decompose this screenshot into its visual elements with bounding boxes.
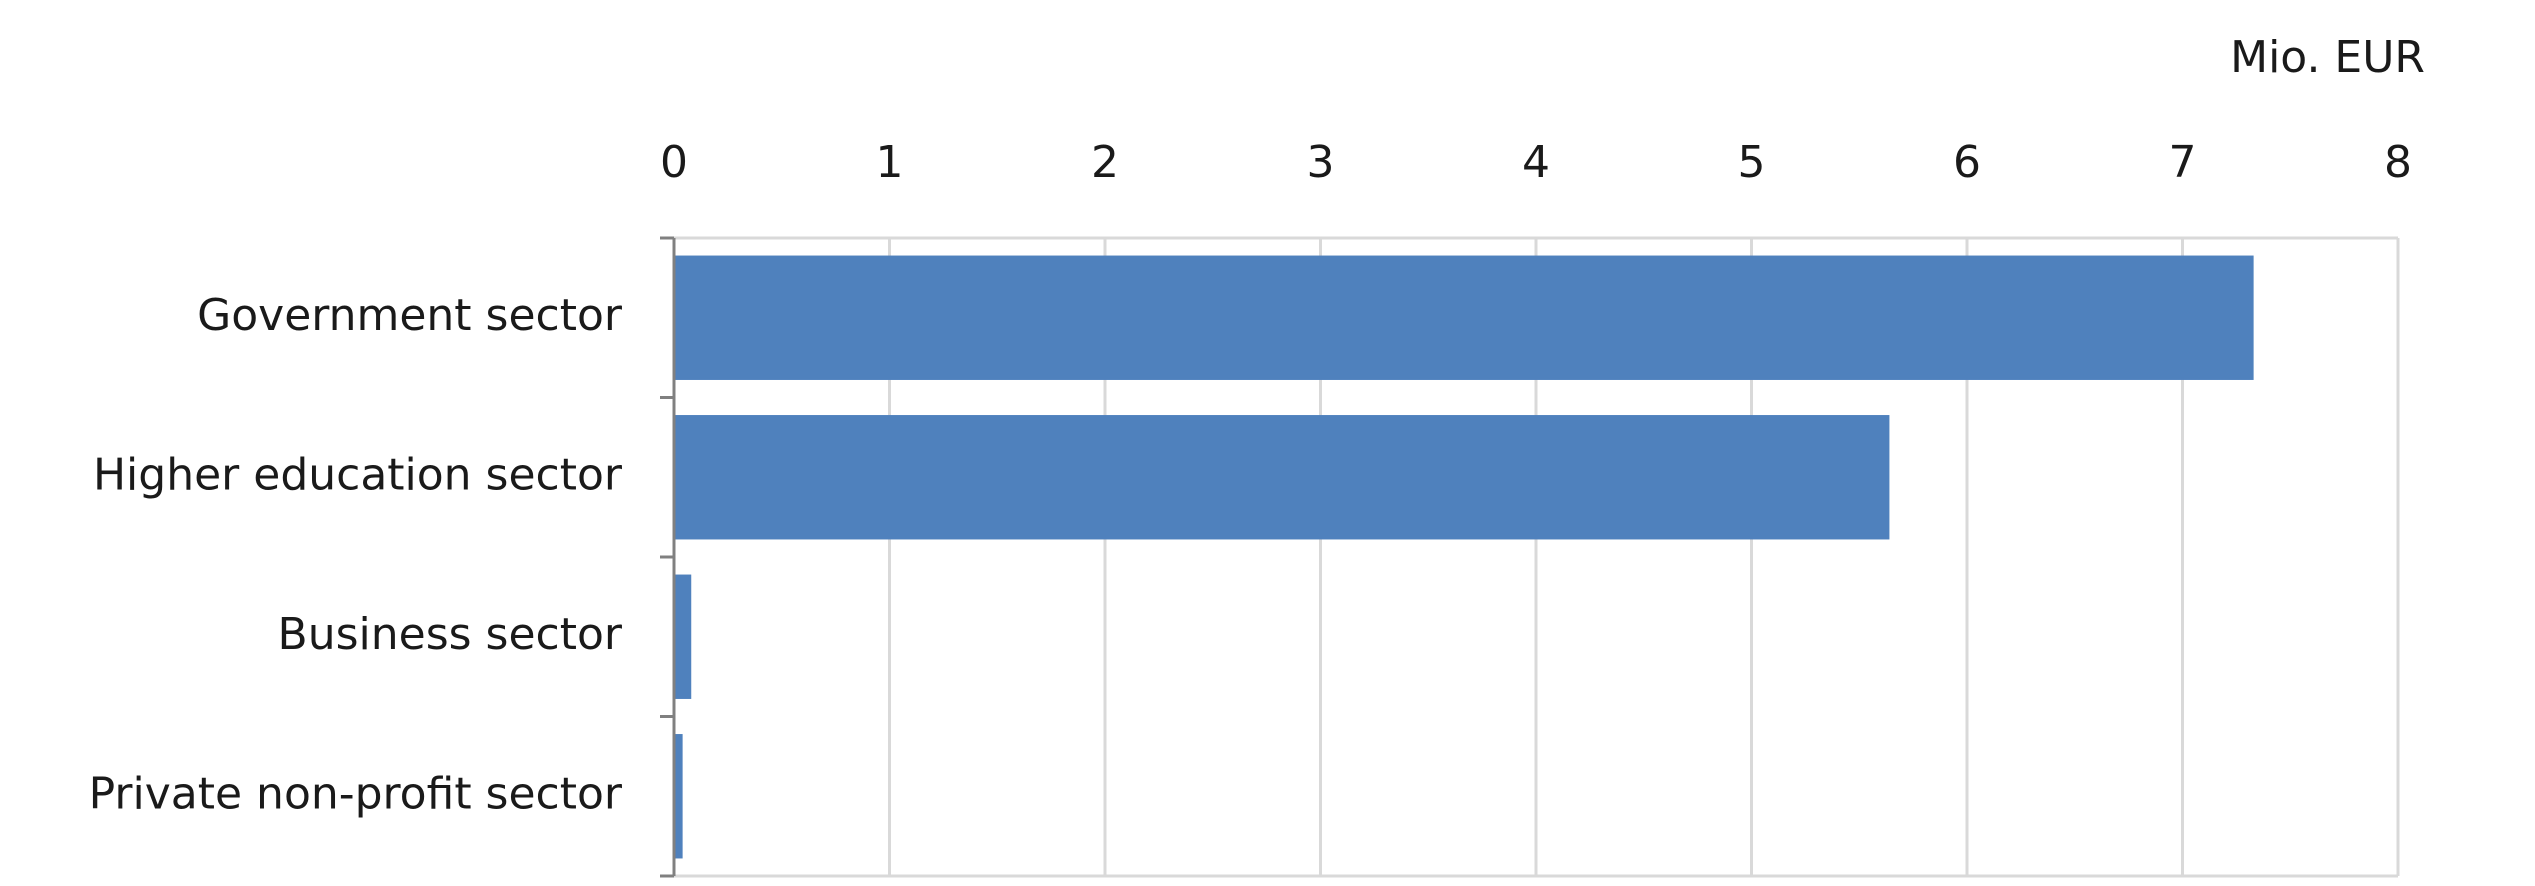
y-tick-label: Higher education sector [93, 449, 623, 500]
x-tick-label: 8 [2384, 137, 2412, 188]
x-tick-label: 2 [1091, 137, 1119, 188]
bar [674, 415, 1890, 540]
x-tick-label: 4 [1522, 137, 1550, 188]
y-tick-label: Government sector [197, 290, 623, 341]
bar [674, 255, 2254, 380]
axis-unit-label: Mio. EUR [2230, 32, 2425, 83]
x-tick-label: 7 [2169, 137, 2197, 188]
x-tick-label: 0 [660, 137, 688, 188]
x-tick-label: 5 [1738, 137, 1766, 188]
y-tick-label: Private non-profit sector [89, 768, 623, 819]
bar [674, 734, 683, 859]
x-tick-label: 3 [1307, 137, 1335, 188]
bar [674, 574, 692, 699]
x-tick-label: 6 [1953, 137, 1981, 188]
y-tick-label: Business sector [278, 609, 623, 660]
x-tick-label: 1 [876, 137, 904, 188]
